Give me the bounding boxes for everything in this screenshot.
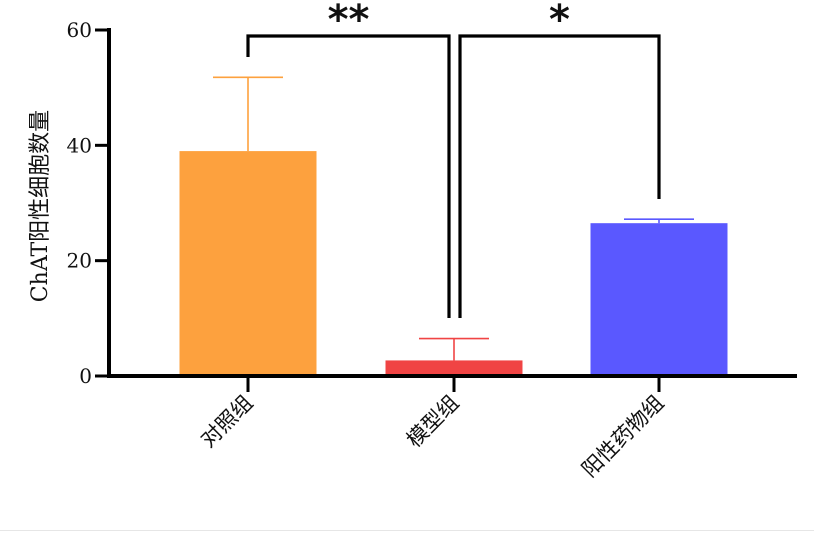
y-axis-label: ChAT阳性细胞数量: [28, 110, 53, 302]
bar-2: [590, 223, 728, 376]
significance-bracket-1: [458, 34, 661, 318]
x-category-label-0: 对照组: [196, 391, 258, 453]
significance-label-1: *: [549, 0, 570, 43]
y-tick-label-2: 40: [67, 133, 92, 157]
bar-0: [179, 151, 317, 376]
significance-label-0: **: [328, 0, 370, 43]
bottom-divider: [0, 530, 814, 531]
bar-1: [385, 360, 523, 376]
x-category-label-2: 阳性药物组: [577, 391, 668, 482]
y-tick-label-3: 60: [67, 18, 92, 42]
x-category-label-1: 模型组: [402, 391, 464, 453]
significance-bracket-0: [246, 34, 451, 318]
y-tick-label-0: 0: [79, 364, 92, 388]
y-tick-label-1: 20: [67, 249, 92, 273]
